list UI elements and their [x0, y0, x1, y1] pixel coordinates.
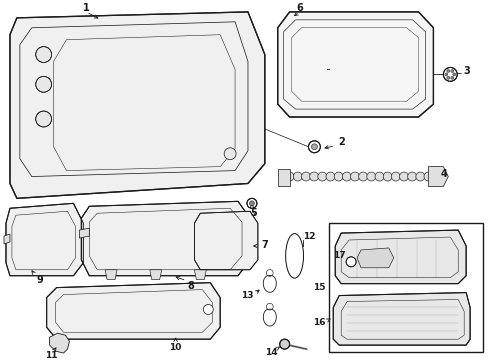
- Circle shape: [443, 67, 456, 81]
- Polygon shape: [194, 270, 206, 280]
- Circle shape: [311, 144, 317, 150]
- Polygon shape: [81, 201, 249, 276]
- Text: 1: 1: [83, 3, 89, 13]
- Text: 8: 8: [186, 281, 193, 291]
- Circle shape: [374, 172, 383, 181]
- Circle shape: [399, 172, 407, 181]
- Circle shape: [383, 172, 391, 181]
- Circle shape: [446, 69, 449, 72]
- Circle shape: [450, 69, 453, 72]
- Circle shape: [325, 172, 334, 181]
- Text: 3: 3: [463, 66, 469, 76]
- Polygon shape: [105, 270, 117, 280]
- Circle shape: [224, 148, 236, 160]
- Circle shape: [317, 172, 326, 181]
- Circle shape: [36, 76, 52, 92]
- Polygon shape: [427, 167, 447, 186]
- Text: 13: 13: [240, 291, 253, 300]
- Polygon shape: [46, 283, 220, 339]
- Circle shape: [203, 305, 213, 314]
- Polygon shape: [6, 203, 83, 276]
- Circle shape: [285, 172, 293, 181]
- Circle shape: [407, 172, 416, 181]
- Text: 10: 10: [169, 343, 182, 352]
- Text: 15: 15: [312, 283, 325, 292]
- Circle shape: [249, 201, 254, 206]
- Polygon shape: [277, 168, 289, 186]
- Circle shape: [246, 198, 256, 208]
- Ellipse shape: [285, 234, 303, 278]
- Circle shape: [350, 172, 359, 181]
- Polygon shape: [335, 230, 465, 284]
- Polygon shape: [194, 211, 257, 270]
- Circle shape: [36, 111, 52, 127]
- Text: 4: 4: [440, 168, 447, 179]
- Polygon shape: [49, 333, 69, 353]
- Circle shape: [366, 172, 375, 181]
- Circle shape: [390, 172, 400, 181]
- Bar: [328, 223, 482, 352]
- Circle shape: [358, 172, 367, 181]
- Polygon shape: [356, 248, 393, 268]
- Text: 6: 6: [296, 3, 302, 13]
- Circle shape: [415, 172, 424, 181]
- Circle shape: [452, 73, 455, 76]
- Circle shape: [301, 172, 310, 181]
- Text: 7: 7: [261, 240, 267, 250]
- Circle shape: [309, 172, 318, 181]
- Circle shape: [333, 172, 343, 181]
- Polygon shape: [149, 270, 162, 280]
- Circle shape: [444, 73, 447, 76]
- Polygon shape: [10, 12, 264, 198]
- Circle shape: [308, 141, 320, 153]
- Text: 5: 5: [250, 208, 257, 218]
- Text: 9: 9: [36, 275, 43, 285]
- Text: 12: 12: [303, 231, 315, 240]
- Text: 16: 16: [312, 318, 325, 327]
- Text: 11: 11: [45, 351, 58, 360]
- Circle shape: [423, 172, 432, 181]
- Circle shape: [279, 339, 289, 349]
- Polygon shape: [79, 228, 89, 238]
- Circle shape: [293, 172, 302, 181]
- Circle shape: [342, 172, 350, 181]
- Text: 14: 14: [265, 348, 278, 357]
- Circle shape: [450, 76, 453, 79]
- Circle shape: [346, 257, 355, 267]
- Polygon shape: [277, 12, 432, 117]
- Text: 2: 2: [337, 137, 344, 147]
- Circle shape: [36, 46, 52, 63]
- Text: 17: 17: [332, 251, 345, 260]
- Circle shape: [446, 76, 449, 79]
- Polygon shape: [4, 234, 10, 244]
- Polygon shape: [333, 293, 469, 345]
